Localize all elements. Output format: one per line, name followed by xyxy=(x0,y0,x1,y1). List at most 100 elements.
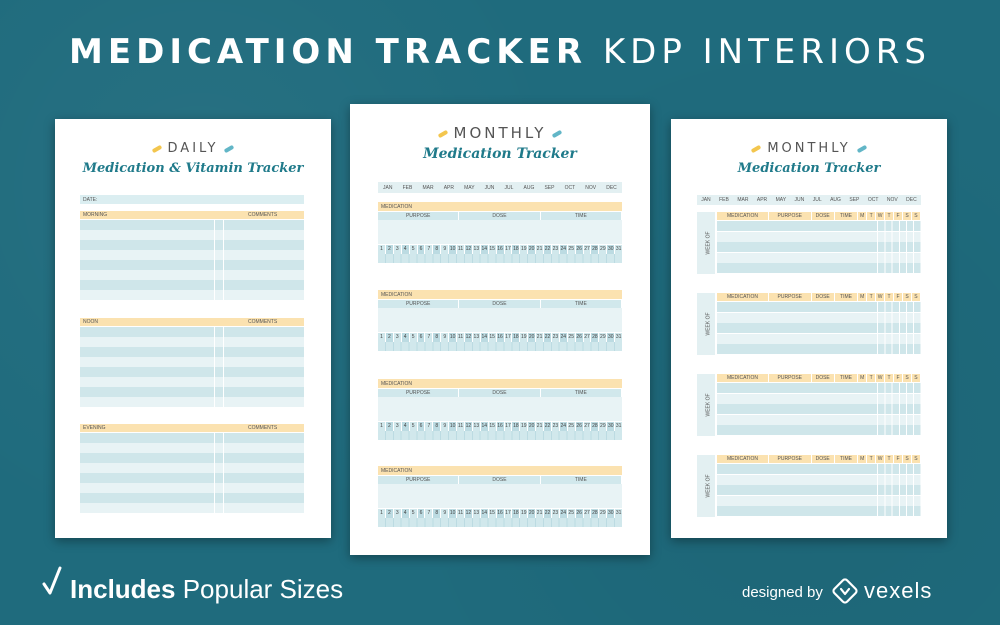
medication-label: MEDICATION xyxy=(381,381,413,387)
day-number: 9 xyxy=(441,422,449,431)
row-cell xyxy=(80,433,214,443)
day-number: 3 xyxy=(393,245,401,254)
day-number: 11 xyxy=(457,509,464,518)
day-number: 31 xyxy=(615,509,623,518)
main-title-rest: KDP INTERIORS xyxy=(602,32,931,72)
day-number: 25 xyxy=(567,333,575,342)
day-number: 1 xyxy=(378,422,385,431)
row-cell xyxy=(717,414,921,425)
day-cells xyxy=(378,254,622,263)
day-number: 24 xyxy=(559,422,567,431)
column-label: S xyxy=(912,212,921,220)
row-cell xyxy=(80,397,214,407)
row-cell xyxy=(80,220,214,230)
day-number: 16 xyxy=(496,245,504,254)
day-number: 2 xyxy=(385,509,393,518)
month-label: MAY xyxy=(464,184,475,191)
row-cell xyxy=(80,240,214,250)
column-label: F xyxy=(894,293,904,301)
month-label: MAR xyxy=(422,184,434,191)
day-number: 7 xyxy=(425,422,433,431)
day-number: 4 xyxy=(401,422,409,431)
row-cell xyxy=(215,260,223,270)
row-cell xyxy=(80,483,214,493)
month-label: AUG xyxy=(830,197,841,203)
day-number: 19 xyxy=(520,422,528,431)
row-cell xyxy=(224,240,304,250)
row-cell xyxy=(717,485,921,495)
day-number: 3 xyxy=(393,333,401,342)
month-label: SEP xyxy=(544,184,555,191)
column-label: TIME xyxy=(835,374,859,382)
day-number: 8 xyxy=(433,245,441,254)
row-cell xyxy=(80,443,214,453)
comments-label: COMMENTS xyxy=(248,425,278,431)
row-cell xyxy=(717,333,921,344)
row-cell xyxy=(717,344,921,354)
months-row: JAN FEB MAR APR MAY JUN JUL AUG SEP OCT NOV DEC xyxy=(378,182,622,193)
row-cell xyxy=(215,433,223,443)
month-label: FEB xyxy=(719,197,729,203)
column-label: MEDICATION xyxy=(717,455,770,463)
row-cell xyxy=(224,443,304,453)
day-number: 8 xyxy=(433,422,441,431)
month-label: MAY xyxy=(775,197,787,203)
row-cell xyxy=(80,290,214,300)
column-label: PURPOSE xyxy=(769,293,812,301)
column-label: TIME xyxy=(835,455,859,463)
day-number: 8 xyxy=(433,509,441,518)
row-cell xyxy=(80,250,214,260)
month-label: APR xyxy=(443,184,454,191)
day-number: 4 xyxy=(401,245,409,254)
day-number: 3 xyxy=(393,509,401,518)
column-label: PURPOSE xyxy=(769,374,812,382)
day-number: 11 xyxy=(457,422,464,431)
date-label: DATE: xyxy=(83,197,98,203)
row-cell xyxy=(224,280,304,290)
medication-label: MEDICATION xyxy=(381,292,413,298)
day-number: 5 xyxy=(409,333,417,342)
day-number: 21 xyxy=(536,509,544,518)
purpose-area xyxy=(378,220,622,244)
monthly1-subtitle: Medication Tracker xyxy=(423,146,577,162)
day-number: 21 xyxy=(536,245,544,254)
sparkle-icon xyxy=(224,144,235,153)
row-cell xyxy=(215,230,223,240)
monthly2-title: MONTHLY xyxy=(671,141,947,156)
day-number: 13 xyxy=(472,509,480,518)
row-cell xyxy=(224,473,304,483)
purpose-area xyxy=(378,397,622,421)
row-cell xyxy=(80,357,214,367)
row-cell xyxy=(215,327,223,337)
day-number: 17 xyxy=(504,333,512,342)
row-cell xyxy=(717,425,921,435)
sparkle-icon xyxy=(750,144,762,153)
medication-header: MEDICATION xyxy=(378,202,622,211)
week-of-box: WEEK OF xyxy=(697,293,715,355)
row-cell xyxy=(717,242,921,252)
day-number: 25 xyxy=(567,245,575,254)
row-cell xyxy=(224,433,304,443)
day-number: 5 xyxy=(409,245,417,254)
row-cell xyxy=(80,463,214,473)
column-header: PURPOSE DOSE TIME xyxy=(378,476,622,484)
row-cell xyxy=(224,290,304,300)
day-number: 15 xyxy=(488,245,496,254)
column-label: PURPOSE xyxy=(378,212,460,220)
day-number: 11 xyxy=(457,333,464,342)
day-number: 10 xyxy=(449,509,457,518)
column-label: S xyxy=(903,455,912,463)
week-of-box: WEEK OF xyxy=(697,212,715,274)
month-label: MAR xyxy=(737,197,749,203)
row-cell xyxy=(215,337,223,347)
main-title-bold: MEDICATION TRACKER xyxy=(69,32,588,72)
day-number: 27 xyxy=(583,422,591,431)
row-cell xyxy=(80,387,214,397)
month-label: DEC xyxy=(906,197,917,203)
day-number: 1 xyxy=(378,245,385,254)
row-cell xyxy=(80,337,214,347)
date-row: DATE: xyxy=(80,195,304,204)
day-row: 1 2 3 4 5 6 7 8 9 10 11 12 13 14 15 16 17 18 19 20 21 22 23 24 2… xyxy=(378,333,623,342)
column-label: PURPOSE xyxy=(378,476,460,484)
day-number: 23 xyxy=(551,509,559,518)
